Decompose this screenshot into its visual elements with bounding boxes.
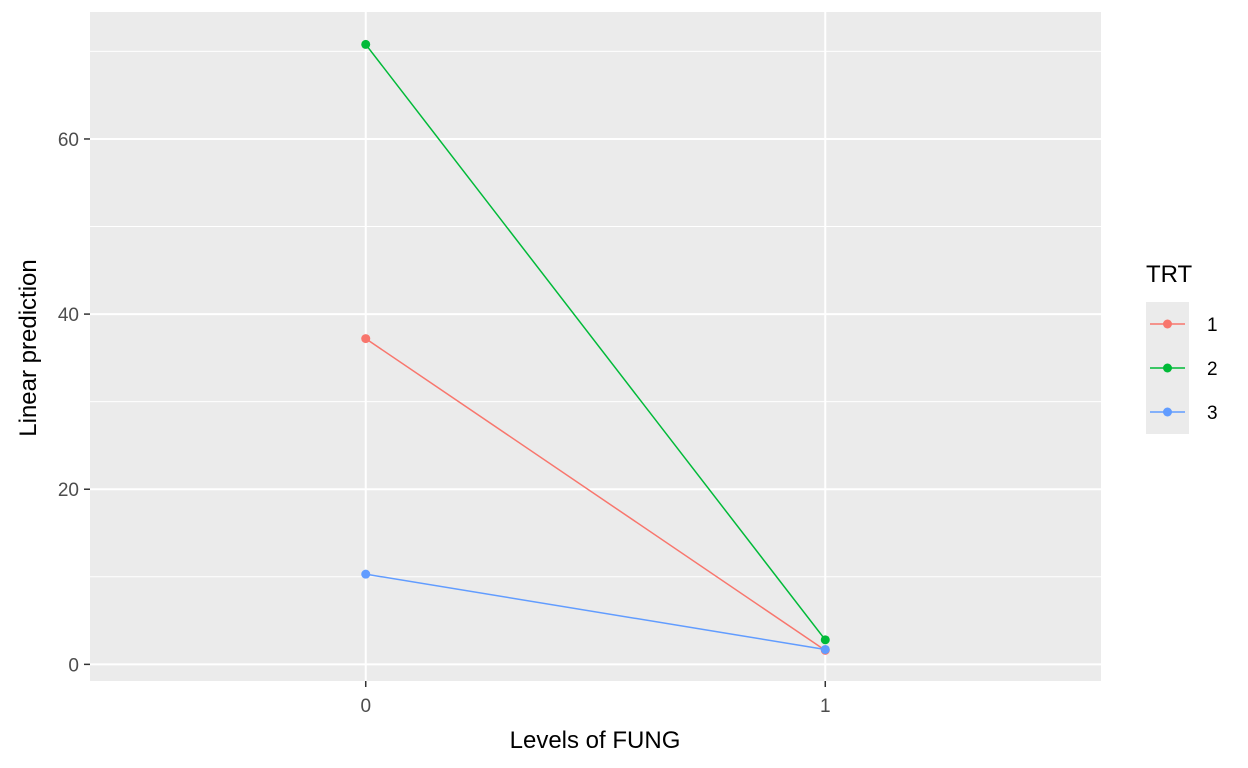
major-gridlines [90, 12, 1101, 681]
legend-title: TRT [1146, 261, 1193, 288]
legend: TRT 1 2 3 [1146, 261, 1218, 434]
series-line-2 [365, 43, 826, 641]
y-axis: 0 20 40 60 [58, 130, 90, 676]
legend-label: 1 [1207, 315, 1218, 336]
plot-panel [90, 12, 1101, 681]
legend-label: 2 [1207, 359, 1218, 380]
data-point-1 [361, 334, 371, 344]
y-tick-label: 40 [58, 305, 79, 326]
x-tick-label: 1 [820, 696, 831, 717]
y-tick-label: 20 [58, 480, 79, 501]
data-point-3 [820, 644, 830, 654]
legend-label: 3 [1207, 403, 1218, 424]
series-line-1 [365, 337, 826, 651]
legend-key-point [1163, 407, 1172, 417]
minor-gridlines [90, 50, 1101, 578]
y-tick-label: 60 [58, 130, 79, 151]
x-axis-title: Levels of FUNG [510, 727, 681, 754]
legend-key-point [1163, 319, 1172, 329]
data-point-3 [361, 569, 371, 579]
data-point-2 [820, 635, 830, 645]
data-point-2 [361, 39, 371, 49]
series-lines [365, 43, 826, 651]
series-points [361, 39, 830, 655]
y-axis-title: Linear prediction [15, 259, 42, 436]
x-tick-label: 0 [360, 696, 371, 717]
legend-item-2: 2 [1146, 346, 1218, 390]
y-tick-label: 0 [68, 655, 79, 676]
series-line-3 [365, 573, 826, 651]
legend-item-3: 3 [1146, 390, 1218, 434]
legend-item-1: 1 [1146, 302, 1218, 346]
legend-key-point [1163, 363, 1172, 373]
